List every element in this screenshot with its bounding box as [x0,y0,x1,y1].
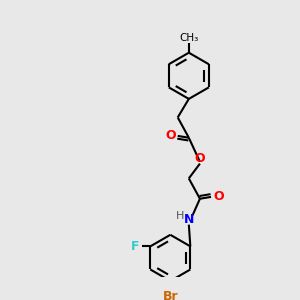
Text: F: F [131,240,140,253]
Text: CH₃: CH₃ [179,33,199,43]
Text: O: O [165,129,176,142]
Text: Br: Br [163,290,178,300]
Text: O: O [213,190,224,203]
Text: O: O [195,152,205,165]
Text: H: H [176,211,184,221]
Text: N: N [184,213,194,226]
